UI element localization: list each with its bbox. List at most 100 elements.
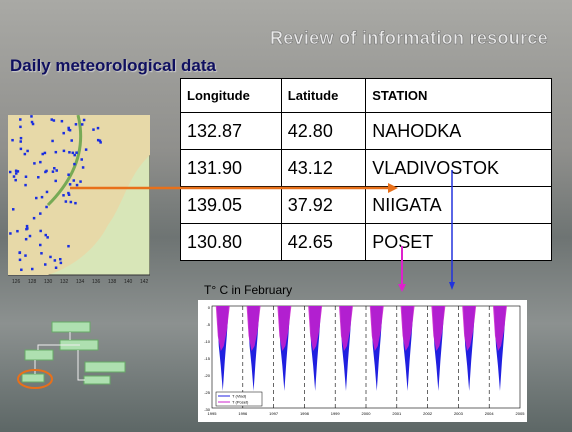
station-dot	[67, 193, 71, 196]
legend-label: T (Vlad)	[232, 394, 247, 399]
station-dot	[50, 118, 54, 121]
table-cell: 131.90	[180, 149, 282, 187]
station-dot	[43, 151, 47, 155]
station-dot	[68, 183, 72, 186]
table-row: 130.80 42.65 POSET	[180, 223, 552, 261]
station-dot	[19, 136, 23, 140]
station-dot	[23, 152, 27, 156]
station-dot	[51, 139, 54, 143]
map-tick-label: 138	[108, 279, 117, 285]
station-dot	[41, 152, 44, 156]
station-dot	[39, 243, 42, 247]
station-dot	[73, 153, 76, 157]
table-cell: 130.80	[180, 223, 282, 261]
station-dot	[51, 170, 55, 173]
station-dot	[31, 122, 35, 126]
station-dot	[73, 162, 76, 166]
y-tick-label: -25	[204, 390, 211, 395]
station-dot	[37, 176, 40, 179]
squiggle	[369, 306, 384, 351]
station-dot	[92, 128, 95, 131]
station-dot	[20, 268, 23, 272]
plot-caption: T° C in February	[204, 283, 293, 297]
station-dot	[54, 179, 57, 183]
column-header: Longitude	[180, 78, 282, 113]
station-dot	[54, 150, 58, 154]
station-dot	[99, 141, 102, 144]
station-dot	[19, 125, 22, 129]
squiggle	[462, 306, 477, 351]
station-dot	[59, 261, 63, 265]
y-tick-label: -5	[206, 322, 210, 327]
map-tick-label: 130	[44, 279, 53, 285]
station-dot	[40, 252, 43, 255]
x-tick-label: 2005	[516, 411, 526, 416]
station-table: Longitude Latitude STATION 132.87 42.80 NAHO…	[180, 78, 552, 261]
station-dot	[60, 119, 64, 123]
station-dot	[19, 147, 23, 151]
y-tick-label: 0	[208, 305, 211, 310]
station-dot	[14, 169, 18, 173]
station-dot	[11, 138, 14, 142]
station-dot	[49, 255, 52, 259]
station-dot	[45, 169, 48, 173]
station-dot	[67, 244, 70, 248]
x-tick-label: 2003	[454, 411, 464, 416]
map-tick-label: 126	[12, 279, 21, 285]
station-dot	[8, 170, 12, 174]
station-dot	[44, 233, 47, 237]
title: Review of information resource	[269, 28, 548, 49]
station-dot	[26, 149, 29, 153]
table-cell: NIIGATA	[365, 186, 552, 224]
squiggle	[308, 306, 323, 351]
station-dot	[24, 237, 28, 241]
legend-label: T (Poset)	[232, 400, 249, 405]
y-tick-label: -30	[204, 407, 211, 412]
table-cell: 132.87	[180, 112, 282, 150]
station-dot	[28, 234, 32, 238]
squiggle	[215, 306, 230, 351]
station-dot	[67, 128, 71, 131]
x-tick-label: 1996	[238, 411, 248, 416]
station-dot	[55, 169, 58, 172]
map-tick-label: 140	[124, 279, 133, 285]
plot-image: 0 -5 -10 -15 -20 -25 -30 1995 1996 1997 1998 1999 20…	[198, 300, 527, 422]
station-dot	[74, 201, 77, 205]
map: 126 128 130 132 134 136 138 140 142	[8, 115, 150, 285]
station-dot	[67, 126, 70, 130]
table-cell: 139.05	[180, 186, 282, 224]
station-dot	[71, 151, 75, 155]
station-dot	[46, 236, 49, 239]
column-header: Latitude	[280, 78, 367, 113]
station-dot	[45, 205, 48, 209]
station-dot	[18, 251, 21, 255]
table-cell: 42.65	[280, 223, 367, 261]
station-dot	[40, 195, 44, 199]
station-dot	[33, 162, 36, 165]
station-dot	[79, 180, 82, 183]
station-dot	[16, 229, 19, 233]
map-tick-label: 134	[76, 279, 85, 285]
station-dot	[98, 139, 102, 142]
y-tick-label: -20	[204, 373, 211, 378]
station-dot	[44, 263, 47, 266]
station-dot	[82, 118, 86, 122]
station-dot	[18, 258, 22, 262]
station-dot	[84, 148, 88, 151]
station-dot	[67, 191, 70, 195]
map-tick-label: 128	[28, 279, 37, 285]
table-cell: 43.12	[280, 149, 367, 187]
table-cell: NAHODKA	[365, 112, 552, 150]
station-dot	[25, 224, 29, 228]
station-dot	[24, 183, 27, 187]
x-tick-label: 2004	[485, 411, 495, 416]
station-dot	[53, 167, 56, 170]
station-dot	[70, 139, 73, 142]
station-dot	[39, 160, 42, 164]
station-dot	[24, 175, 28, 178]
station-dot	[39, 229, 42, 233]
station-dot	[31, 267, 34, 271]
squiggle	[246, 306, 261, 351]
